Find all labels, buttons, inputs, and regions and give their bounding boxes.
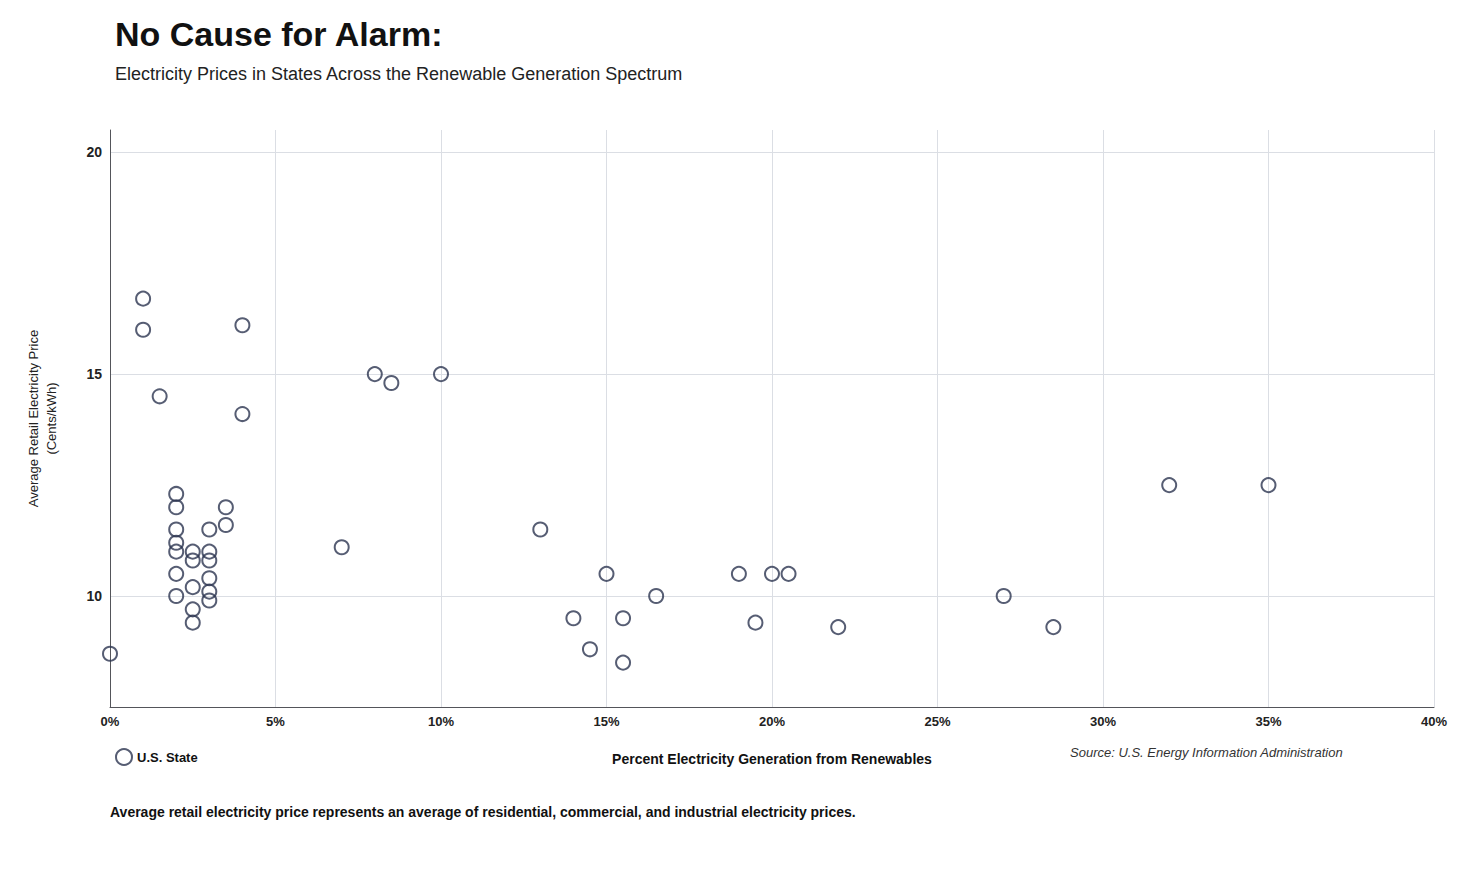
svg-text:25%: 25% [924, 714, 950, 729]
svg-text:15%: 15% [593, 714, 619, 729]
svg-text:0%: 0% [101, 714, 120, 729]
svg-text:30%: 30% [1090, 714, 1116, 729]
svg-text:15: 15 [86, 366, 102, 382]
svg-text:U.S. State: U.S. State [137, 750, 198, 765]
svg-text:5%: 5% [266, 714, 285, 729]
svg-text:No Cause for Alarm:: No Cause for Alarm: [115, 15, 442, 53]
svg-text:Source: U.S. Energy Informatio: Source: U.S. Energy Information Administ… [1070, 745, 1343, 760]
svg-text:40%: 40% [1421, 714, 1447, 729]
svg-text:Percent Electricity Generation: Percent Electricity Generation from Rene… [612, 751, 932, 767]
svg-text:Average Retail Electricity Pri: Average Retail Electricity Price [26, 330, 41, 508]
svg-text:35%: 35% [1255, 714, 1281, 729]
svg-text:10%: 10% [428, 714, 454, 729]
svg-text:20%: 20% [759, 714, 785, 729]
svg-text:10: 10 [86, 588, 102, 604]
svg-text:Electricity Prices in States A: Electricity Prices in States Across the … [115, 64, 682, 84]
svg-text:20: 20 [86, 144, 102, 160]
svg-text:Average retail electricity pri: Average retail electricity price represe… [110, 804, 856, 820]
svg-text:(Cents/kWh): (Cents/kWh) [44, 382, 59, 454]
